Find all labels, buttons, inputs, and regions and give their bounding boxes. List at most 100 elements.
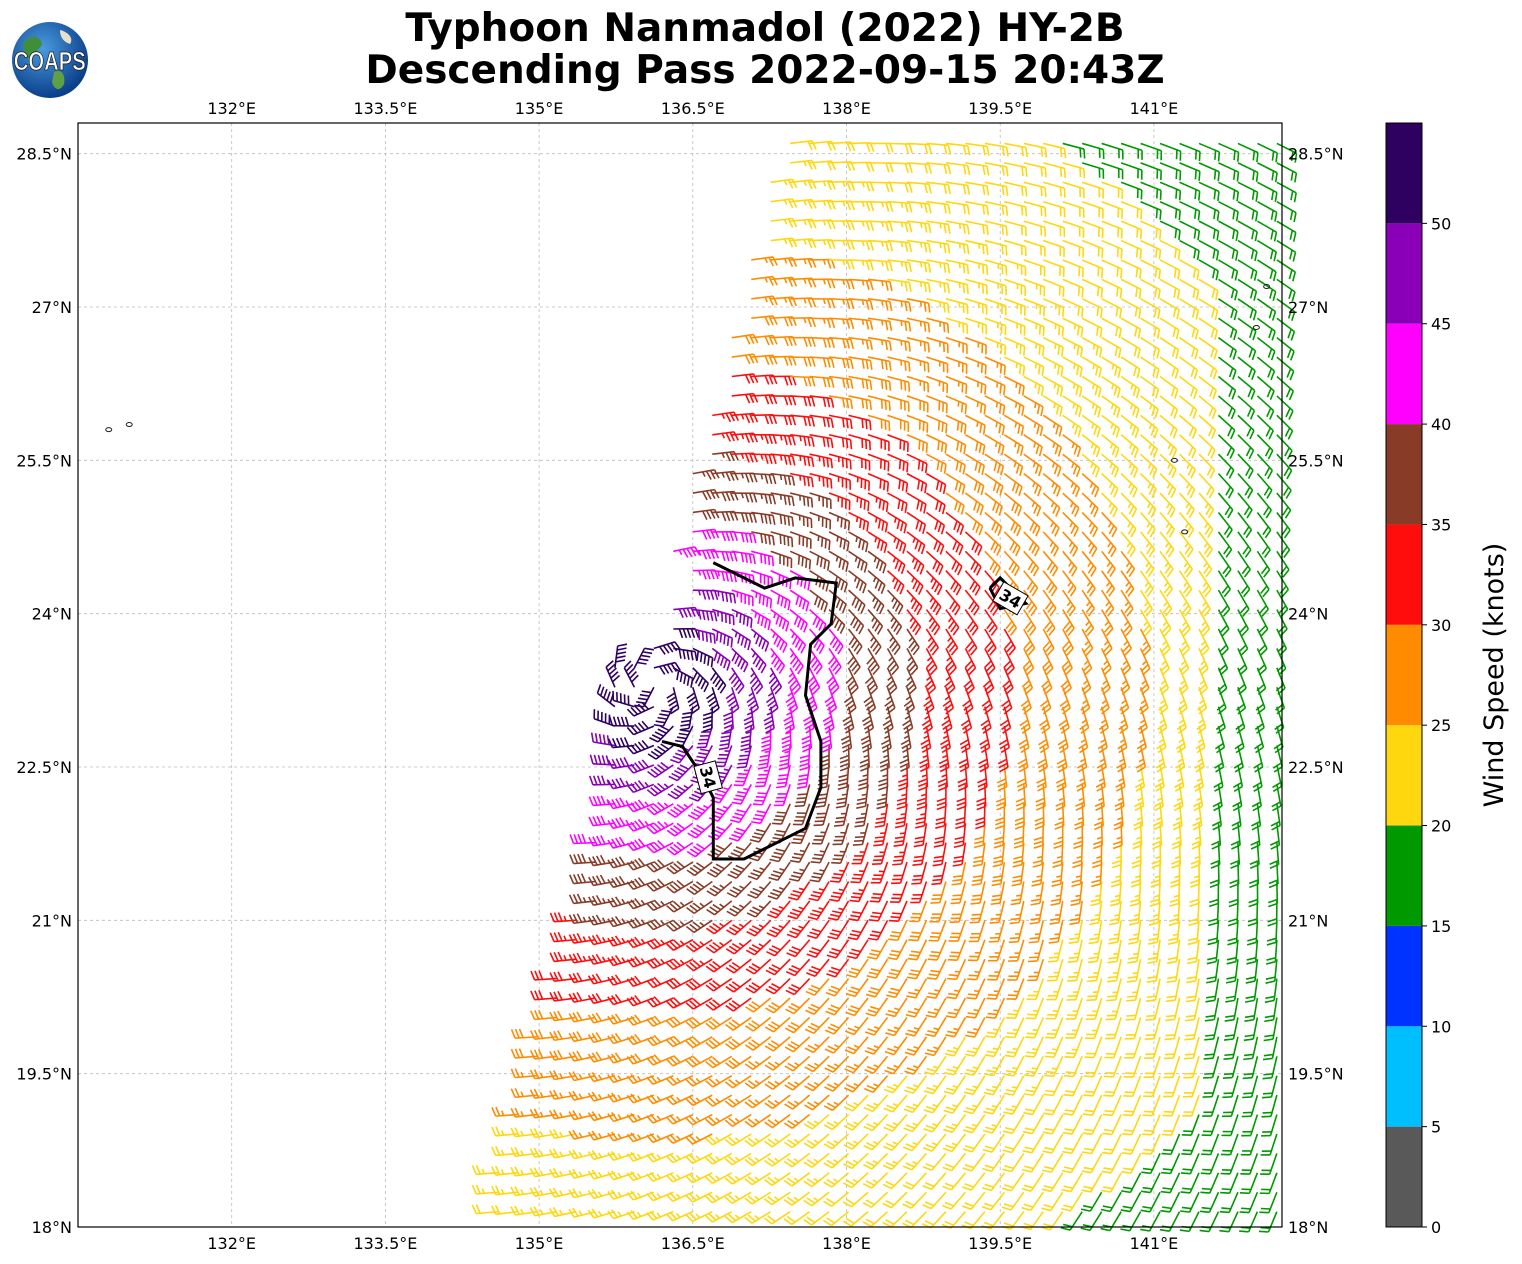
wind-barb [724,1172,752,1185]
wind-barb [596,684,616,708]
wind-barb [829,200,856,211]
wind-barb [1081,259,1104,279]
wind-barb [828,628,844,655]
wind-barb [930,881,947,904]
wind-barb [843,1172,869,1189]
wind-barb [1178,628,1191,656]
wind-barb [607,1013,635,1025]
wind-barb [962,1152,986,1172]
wind-barb [984,589,999,616]
wind-barb [790,472,814,488]
wind-barb [1101,1172,1122,1193]
wind-barb [1101,511,1118,538]
wind-barb [1159,589,1173,617]
wind-barb [864,667,879,695]
wind-barb [1101,278,1123,299]
colorbar-tick-label: 15 [1431,917,1451,936]
wind-barb [1276,356,1295,381]
wind-barb [1081,239,1104,259]
wind-barb [763,1211,791,1225]
wind-barb [549,1128,577,1140]
wind-barb [1028,920,1045,944]
wind-barb [989,900,1006,924]
wind-barb [926,317,950,334]
wind-barb [1081,200,1104,219]
wind-barb [929,900,947,923]
wind-barb [809,511,832,530]
wind-barb [1276,298,1296,322]
wind-barb [867,200,894,212]
colorbar-tick-label: 45 [1431,315,1451,334]
wind-barb [568,1071,596,1082]
wind-barb [1162,1094,1181,1117]
wind-barb [1184,1017,1200,1041]
wind-barb [883,1114,908,1132]
wind-barb [1179,317,1199,340]
wind-barb [1062,298,1084,318]
wind-barb [831,842,850,864]
wind-barb [1217,550,1232,578]
wind-barb [1198,570,1212,598]
wind-barb [646,918,674,931]
wind-barb [1179,142,1201,162]
wind-barb [646,996,674,1008]
wind-barb [1139,511,1156,538]
wind-barb [1180,1172,1200,1194]
wind-barb [626,1171,655,1182]
colorbar-segment [1386,925,1422,1027]
wind-barb [785,687,799,715]
wind-barb [809,317,836,329]
wind-barb [1159,511,1176,538]
lat-tick-label-right: 22.5°N [1288,758,1344,777]
wind-barb [1252,764,1263,792]
wind-barb [886,648,900,676]
wind-barb [1276,337,1295,361]
wind-barb [964,589,980,616]
wind-barb [1145,997,1161,1021]
wind-barb [1062,356,1083,378]
wind-barb [1159,336,1180,360]
wind-barb [1276,414,1294,440]
wind-barb [763,1191,791,1206]
wind-barb [568,1149,596,1160]
wind-barb [867,628,882,655]
wind-barb [1042,609,1056,637]
wind-barb [646,938,674,950]
wind-barb [1062,142,1086,159]
wind-barb [848,200,875,212]
wind-barb [626,1093,655,1104]
wind-barb [666,900,694,913]
lat-tick-label-right: 28.5°N [1288,145,1344,164]
wind-barb [843,1094,869,1112]
wind-barb [607,737,635,749]
island-outline [125,422,133,428]
wind-barb [1242,1075,1259,1099]
wind-barb [1062,609,1075,637]
wind-barb [1139,531,1156,558]
wind-barb [866,958,889,979]
wind-barb [646,1171,674,1182]
wind-barb [829,259,855,270]
wind-barb [770,472,796,486]
wind-barb [952,842,967,867]
wind-barb [1179,162,1201,181]
wind-barb [1079,706,1090,734]
wind-barb [896,784,908,810]
wind-barb [788,881,811,901]
wind-barb [909,900,928,923]
wind-barb [765,997,791,1014]
wind-barb [725,977,752,993]
wind-barb [1003,531,1021,557]
wind-barb [1071,862,1083,888]
wind-barb [1141,1133,1161,1155]
lon-tick-label-bottom: 139.5°E [968,1234,1032,1253]
wind-barb [822,706,835,734]
wind-barb [933,823,947,848]
wind-barb [1233,745,1244,773]
wind-barb [1218,239,1239,261]
wind-barb [623,660,639,688]
wind-barb [1241,1094,1259,1118]
wind-barb [1256,375,1275,400]
wind-barb [1140,162,1162,181]
